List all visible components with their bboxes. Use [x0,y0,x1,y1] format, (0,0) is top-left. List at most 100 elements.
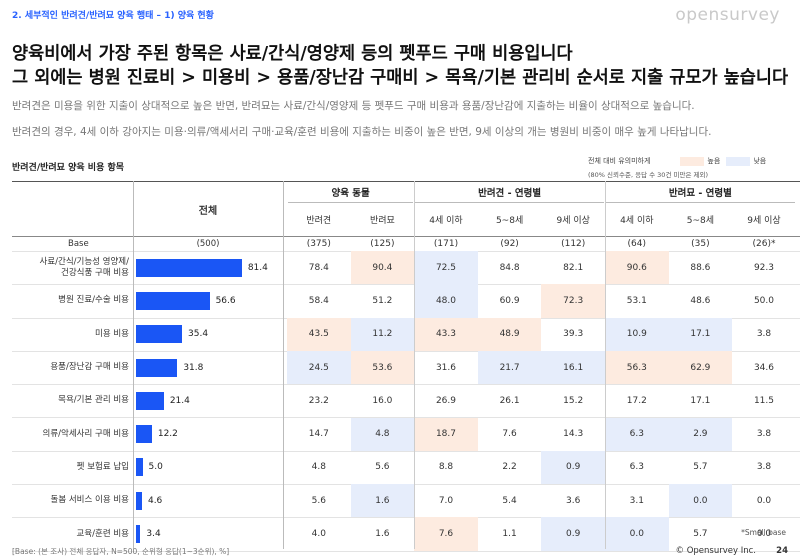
value-cell: 0.0 [605,517,669,551]
value-cell: 5.7 [693,462,708,473]
row-label: Base [68,238,89,249]
header-col: 9세 이상 [747,216,781,226]
legend-high-label: 높음 [707,157,721,165]
value-cell: 48.6 [690,295,711,306]
value-cell: 4.8 [311,462,326,473]
total-cell: 31.8 [133,351,283,384]
value-cell: 21.7 [477,350,542,385]
total-value: 21.4 [169,395,190,406]
value-cell: 53.1 [626,295,647,306]
value-cell: 8.8 [438,462,454,473]
header-total: 전체 [133,182,283,236]
value-cell: 60.9 [499,295,520,306]
header-group: 반려묘 - 연령별 [606,182,795,203]
row-label-line: 건강식품 구매 비용 [61,267,129,278]
value-cell: 43.3 [414,317,478,351]
total-cell: 12.2 [133,418,283,451]
total-value: 12.2 [157,429,178,440]
row-label-line: 사료/간식/기능성 영양제/ [39,256,130,267]
base-cell: (92) [500,239,519,249]
value-cell: 3.8 [756,329,772,340]
header-col: 9세 이상 [556,216,590,226]
total-bar [136,291,210,310]
table-row: 사료/간식/기능성 영양제/건강식품 구매 비용 81.4 78.4 90.4 72.5… [12,251,800,286]
copyright: © Opensurvey Inc. [675,546,756,556]
row-label: 교육/훈련 비용 [12,529,133,540]
value-cell: 48.9 [477,317,542,351]
value-cell: 2.9 [668,417,733,451]
table-row: 병원 진료/수술 비용 56.6 58.4 51.2 48.0 60.9 72.3 53.1 4… [12,284,800,319]
total-cell: 56.6 [133,284,283,317]
value-cell: 4.8 [350,417,415,451]
value-cell: 17.1 [668,317,733,351]
header-group: 양육 동물 [288,182,414,203]
row-label: 펫 보험료 납입 [12,462,133,473]
legend-low-label: 낮음 [753,157,767,165]
total-cell: 5.0 [133,451,283,484]
value-cell: 53.6 [350,350,415,385]
value-cell: 11.2 [350,317,415,351]
base-cell: (35) [691,239,710,249]
base-cell: (375) [306,239,331,249]
column-divider [605,181,606,549]
column-divider [414,181,416,549]
value-cell: 50.0 [753,295,774,306]
base-cell: (125) [370,239,395,249]
row-label: 목욕/기본 관리 비용 [12,395,133,406]
table-row: 펫 보험료 납입 5.0 4.8 5.6 8.8 2.2 0.9 6.3 5.7 3.8 [12,450,800,486]
value-cell: 90.4 [350,251,415,285]
total-value: 56.6 [215,295,236,306]
total-bar [136,325,183,344]
value-cell: 11.5 [753,395,774,406]
value-cell: 56.3 [605,350,669,385]
total-value: 4.6 [147,495,163,506]
row-label: 병원 진료/수술 비용 [12,295,133,306]
value-cell: 0.0 [756,529,772,540]
row-label-line: 목욕/기본 관리 비용 [58,395,129,406]
row-label-line: 의류/악세사리 구매 비용 [42,428,129,439]
total-cell: 35.4 [133,318,283,351]
legend-note: (80% 신뢰수준, 응답 수 30건 미만은 제외) [588,171,708,179]
total-bar [136,391,164,410]
value-cell: 4.0 [311,529,326,540]
value-cell: 1.1 [502,529,517,540]
header-col: 반려묘 [369,216,395,226]
row-label-line: 교육/훈련 비용 [76,528,130,539]
table-row: 돌봄 서비스 이용 비용 4.6 5.6 1.6 7.0 5.4 3.6 3.1 0.0 0.0 [12,484,800,519]
value-cell: 48.0 [414,284,478,318]
value-cell: 17.2 [626,395,647,406]
value-cell: 78.4 [308,262,329,273]
column-divider [283,181,284,549]
row-label-line: 병원 진료/수술 비용 [58,295,129,306]
total-bar [136,458,143,477]
row-label: 미용 비용 [12,329,133,340]
base-note: [Base: (본 조사) 전체 응답자, N=500, 순위형 응답(1~3순… [12,547,230,556]
table-row-base: Base (500) (375) (125) (171) (92) (112) (64) (35… [12,237,800,252]
value-cell: 72.3 [541,284,605,318]
value-cell: 16.0 [372,395,393,406]
header-group: 반려견 - 연령별 [415,182,604,203]
small-base-note: *Small base [741,528,786,537]
value-cell: 5.7 [693,529,708,540]
base-cell: (64) [627,239,647,249]
value-cell: 17.1 [690,395,711,406]
value-cell: 0.9 [541,450,605,485]
value-cell: 34.6 [753,362,774,373]
table-header: 전체 양육 동물 반려견 반려묘 반려견 - 연령별 4세 이하 5~8세 9세 이상 반려묘 … [12,181,800,237]
value-cell: 84.8 [499,262,520,273]
value-cell: 5.6 [311,495,326,506]
value-cell: 10.9 [605,317,669,351]
total-bar [136,258,242,277]
row-label-line: 미용 비용 [95,328,129,339]
brand-logo: opensurvey [675,5,780,25]
legend-high-swatch [680,156,705,166]
cost-table: 전체 양육 동물 반려견 반려묘 반려견 - 연령별 4세 이하 5~8세 9세 이상 반려묘 … [12,181,800,552]
total-value: 31.8 [183,362,204,373]
total-cell: 21.4 [133,384,283,417]
table-title: 반려견/반려묘 양육 비용 항목 [12,163,125,173]
value-cell: 39.3 [563,329,584,340]
headline-line-1: 양육비에서 가장 주된 항목은 사료/간식/영양제 등의 펫푸드 구매 비용입니… [12,44,573,64]
row-label-line: 돌봄 서비스 이용 비용 [50,495,130,506]
row-label: 용품/장난감 구매 비용 [12,362,133,373]
page-number: 24 [776,546,788,556]
